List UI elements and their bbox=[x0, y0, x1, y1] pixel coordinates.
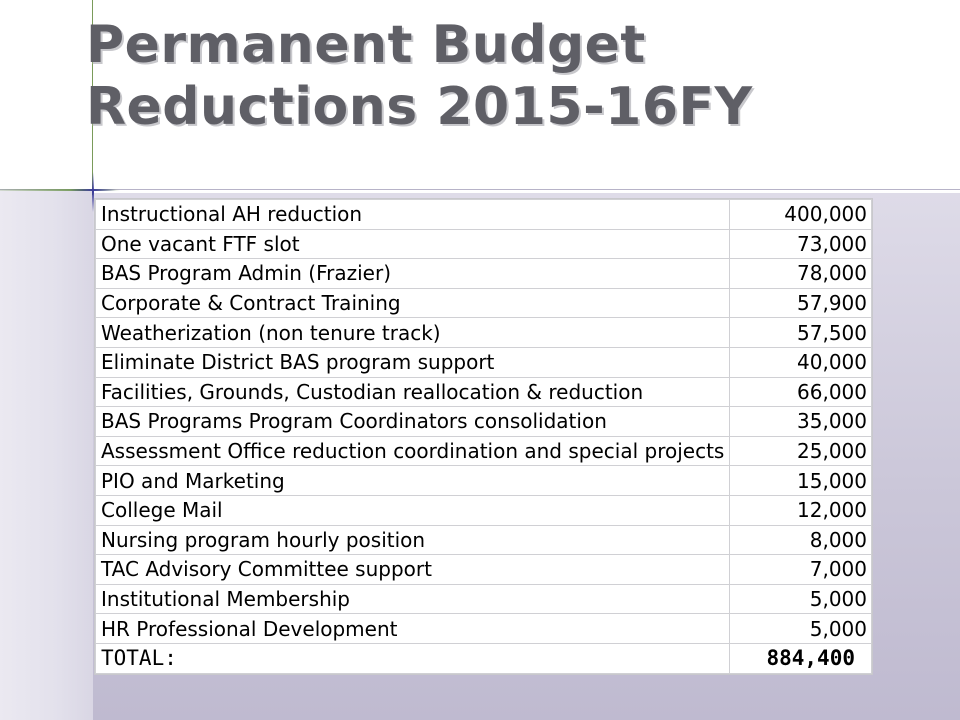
row-amount: 73,000 bbox=[729, 228, 872, 260]
row-amount: 8,000 bbox=[729, 524, 872, 556]
budget-reductions-table: Instructional AH reduction 400,000 One va… bbox=[94, 198, 873, 675]
vertical-divider-line bbox=[92, 0, 93, 195]
row-amount: 12,000 bbox=[729, 494, 872, 526]
table-row: Facilities, Grounds, Custodian reallocat… bbox=[94, 376, 872, 408]
table-row: Nursing program hourly position 8,000 bbox=[94, 524, 872, 556]
row-item: BAS Programs Program Coordinators consol… bbox=[94, 406, 731, 437]
table-row: TAC Advisory Committee support 7,000 bbox=[94, 554, 872, 585]
row-amount: 400,000 bbox=[729, 199, 872, 230]
row-amount: 57,900 bbox=[729, 287, 872, 319]
table-row: Institutional Membership 5,000 bbox=[94, 583, 872, 615]
row-amount: 5,000 bbox=[729, 583, 872, 615]
row-item: Corporate & Contract Training bbox=[94, 287, 731, 319]
row-item: Weatherization (non tenure track) bbox=[94, 317, 731, 348]
table-row: One vacant FTF slot 73,000 bbox=[94, 228, 872, 260]
table-row: BAS Programs Program Coordinators consol… bbox=[94, 406, 872, 437]
row-amount: 25,000 bbox=[729, 435, 872, 467]
row-item: HR Professional Development bbox=[94, 613, 731, 644]
row-amount: 57,500 bbox=[729, 317, 872, 348]
row-item: TAC Advisory Committee support bbox=[94, 554, 731, 585]
left-band-decoration bbox=[0, 190, 93, 720]
row-item: Facilities, Grounds, Custodian reallocat… bbox=[94, 376, 731, 408]
row-amount: 78,000 bbox=[729, 258, 872, 289]
row-amount: 35,000 bbox=[729, 406, 872, 437]
row-amount: 7,000 bbox=[729, 554, 872, 585]
star-sparkle-icon-horizontal bbox=[70, 189, 116, 191]
table-row: HR Professional Development 5,000 bbox=[94, 613, 872, 644]
table-row: BAS Program Admin (Frazier) 78,000 bbox=[94, 258, 872, 289]
row-item: Instructional AH reduction bbox=[94, 199, 731, 230]
total-amount: 884,400 bbox=[729, 642, 872, 674]
slide-title-line-2: Reductions 2015-16FY bbox=[86, 77, 753, 137]
row-item: Institutional Membership bbox=[94, 583, 731, 615]
table-row: Eliminate District BAS program support 40… bbox=[94, 346, 872, 378]
star-sparkle-icon bbox=[92, 172, 94, 212]
row-amount: 15,000 bbox=[729, 465, 872, 496]
slide-title-line-1: Permanent Budget bbox=[86, 15, 646, 75]
table-row: PIO and Marketing 15,000 bbox=[94, 465, 872, 496]
row-item: PIO and Marketing bbox=[94, 465, 731, 496]
row-amount: 5,000 bbox=[729, 613, 872, 644]
table-row: Instructional AH reduction 400,000 bbox=[94, 199, 872, 230]
total-label: TOTAL: bbox=[94, 642, 731, 674]
row-item: BAS Program Admin (Frazier) bbox=[94, 258, 731, 289]
row-item: Assessment Office reduction coordination… bbox=[94, 435, 731, 467]
row-amount: 40,000 bbox=[729, 346, 872, 378]
table-row: Weatherization (non tenure track) 57,500 bbox=[94, 317, 872, 348]
row-amount: 66,000 bbox=[729, 376, 872, 408]
table-row: Corporate & Contract Training 57,900 bbox=[94, 287, 872, 319]
table-row: Assessment Office reduction coordination… bbox=[94, 435, 872, 467]
divider-accent bbox=[0, 189, 120, 191]
row-item: Nursing program hourly position bbox=[94, 524, 731, 556]
row-item: One vacant FTF slot bbox=[94, 228, 731, 260]
total-row: TOTAL: 884,400 bbox=[94, 642, 872, 674]
table-row: College Mail 12,000 bbox=[94, 494, 872, 526]
slide-title: Permanent Budget Reductions 2015-16FY bbox=[86, 14, 753, 138]
row-item: College Mail bbox=[94, 494, 731, 526]
horizontal-divider-line bbox=[0, 189, 960, 190]
row-item: Eliminate District BAS program support bbox=[94, 346, 731, 378]
